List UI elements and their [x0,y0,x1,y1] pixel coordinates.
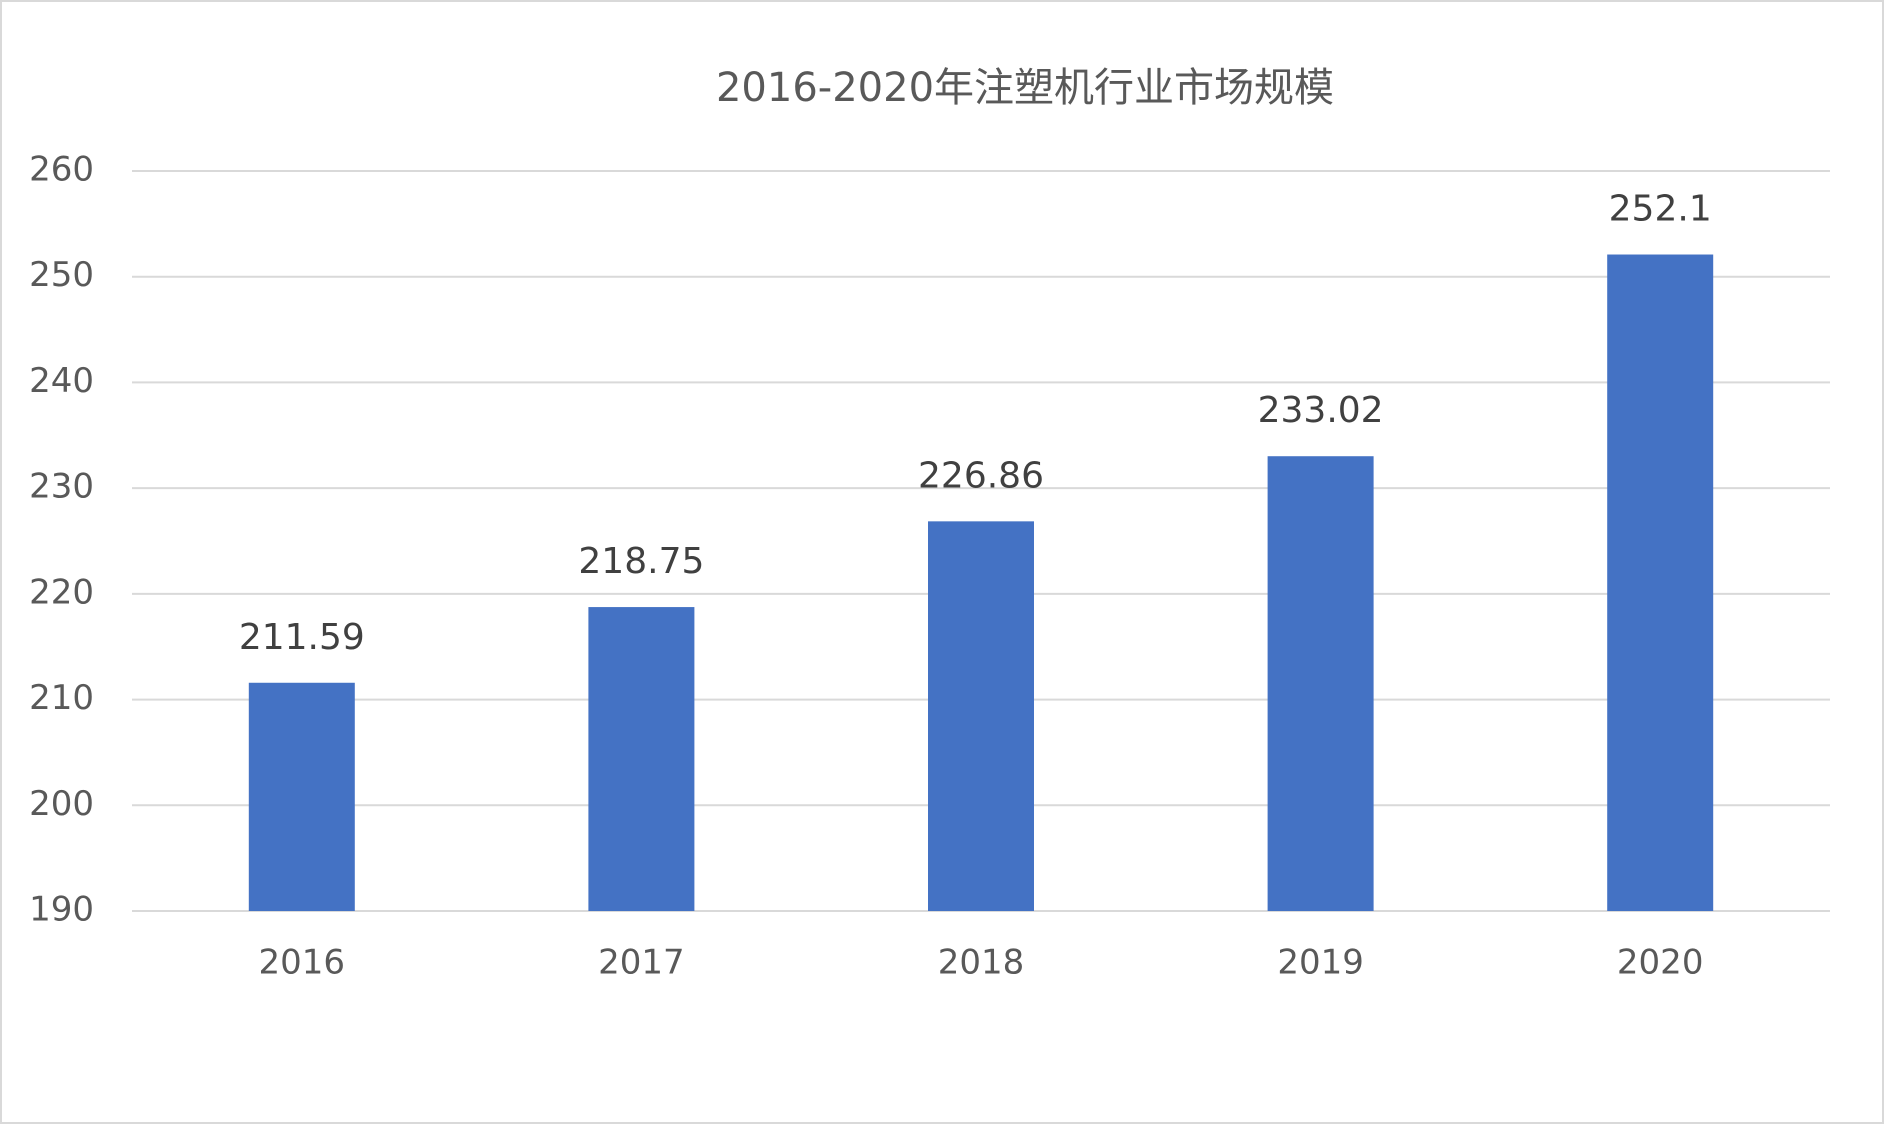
y-tick-label: 250 [29,255,94,295]
bar [928,521,1034,911]
x-tick-label: 2020 [1617,943,1704,983]
y-tick-label: 240 [29,361,94,401]
bar [588,607,695,911]
x-tick-label: 2016 [259,943,346,983]
y-tick-label: 230 [29,467,94,507]
x-tick-label: 2019 [1277,943,1364,983]
x-tick-label: 2017 [598,943,685,983]
data-label: 218.75 [578,541,704,582]
data-label: 252.1 [1609,189,1712,230]
x-tick-label: 2018 [938,943,1025,983]
chart-title: 2016-2020年注塑机行业市场规模 [716,65,1334,111]
data-label: 211.59 [239,617,365,658]
data-label: 233.02 [1258,390,1384,431]
y-tick-label: 190 [29,890,94,930]
y-tick-label: 210 [29,678,94,718]
bar [1267,456,1374,911]
y-tick-label: 200 [29,784,94,824]
y-tick-label: 220 [29,572,94,612]
y-tick-label: 260 [29,150,94,190]
data-label: 226.86 [918,455,1044,496]
bar [248,682,355,911]
bar [1607,254,1714,911]
